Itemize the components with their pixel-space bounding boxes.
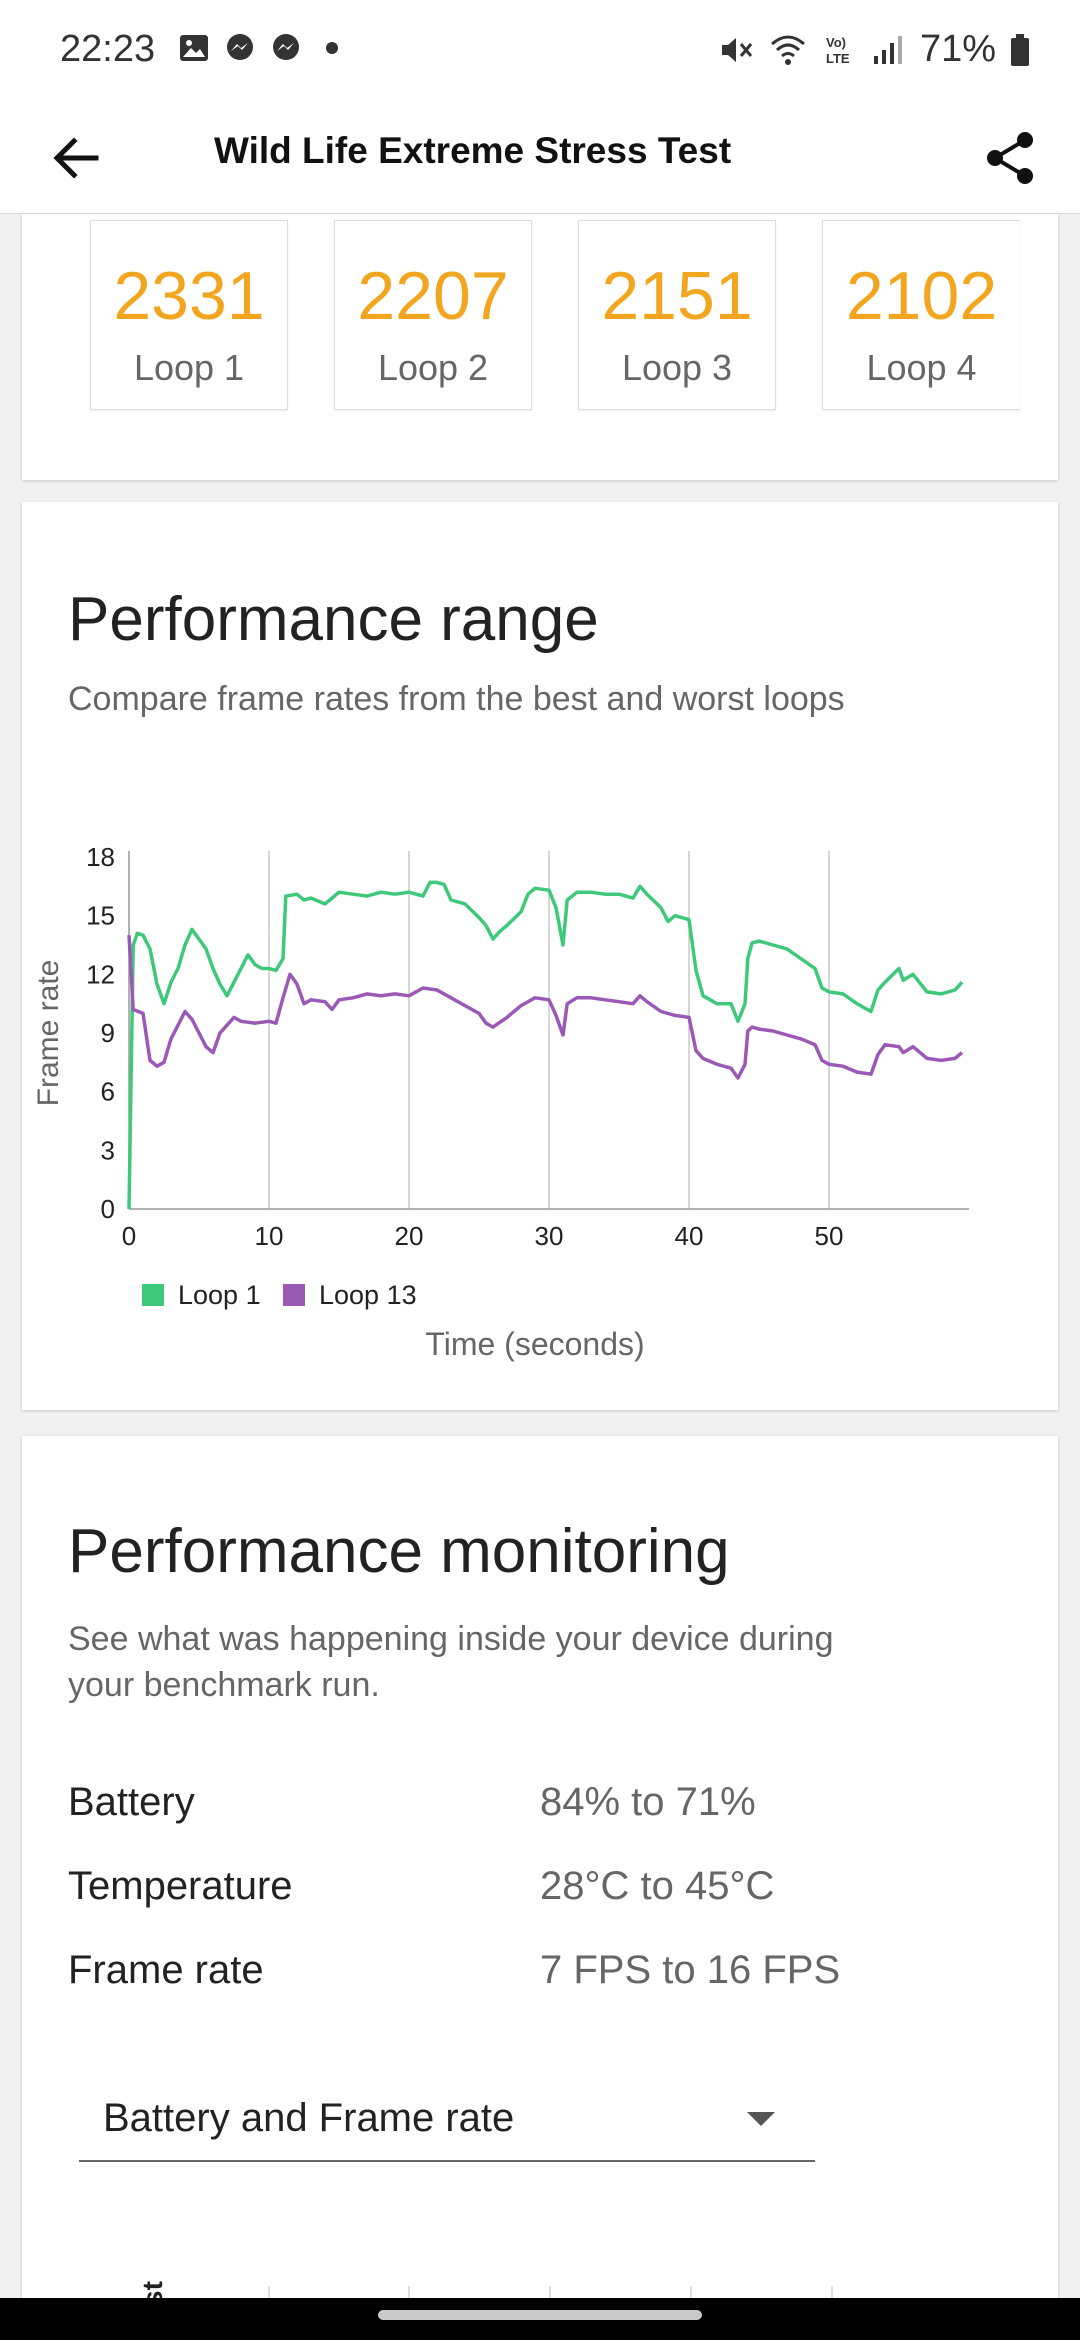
wifi-icon xyxy=(770,35,805,65)
series-line-loop-13 xyxy=(127,935,964,1080)
loop-label: Loop 1 xyxy=(133,347,245,388)
app-bar: Wild Life Extreme Stress Test xyxy=(0,100,1080,214)
status-time: 22:23 xyxy=(60,28,156,70)
section-subtitle: Compare frame rates from the best and wo… xyxy=(68,680,845,718)
frame-rate-value: 7 FPS to 16 FPS xyxy=(540,1948,841,1992)
y-tick-label: 3 xyxy=(101,1135,115,1165)
loop-score: 2151 xyxy=(601,258,753,334)
legend-label: Loop 1 xyxy=(178,1280,261,1310)
loop-score: 2331 xyxy=(113,258,265,334)
loop-label: Loop 3 xyxy=(621,347,733,388)
mute-icon xyxy=(721,37,753,62)
x-tick-label: 10 xyxy=(255,1221,284,1251)
dropdown-selected-value: Battery and Frame rate xyxy=(103,2096,515,2140)
loop-score-card[interactable]: 2102 Loop 4 xyxy=(822,220,1020,410)
loop-label: Loop 4 xyxy=(866,347,977,388)
loop-score: 2207 xyxy=(357,258,509,334)
section-title: Performance range xyxy=(68,585,599,654)
legend-swatch xyxy=(283,1284,305,1306)
x-tick-label: 20 xyxy=(395,1221,424,1251)
battery-percent: 71% xyxy=(919,28,996,70)
messenger-icon xyxy=(273,34,299,60)
section-subtitle-line: your benchmark run. xyxy=(68,1666,380,1704)
share-button[interactable] xyxy=(970,118,1050,198)
x-tick-label: 40 xyxy=(675,1221,704,1251)
y-tick-label: 18 xyxy=(86,842,115,872)
back-button[interactable] xyxy=(40,122,112,194)
system-icons: Vo) LTE 71% xyxy=(718,28,1030,71)
signal-icon xyxy=(873,35,902,64)
performance-range-card: Performance range Compare frame rates fr… xyxy=(22,502,1058,1410)
frame-rate-chart: 0 10 20 30 40 50 0 3 6 9 12 15 18 Frame rate Time (sec… xyxy=(32,842,969,1362)
gallery-icon xyxy=(180,35,208,61)
y-tick-label: 0 xyxy=(101,1194,115,1224)
loop-score: 2102 xyxy=(845,258,998,334)
notification-icons xyxy=(178,32,348,64)
share-icon xyxy=(987,132,1033,184)
x-tick-label: 30 xyxy=(535,1221,564,1251)
x-tick-label: 50 xyxy=(815,1221,844,1251)
section-title: Performance monitoring xyxy=(68,1517,730,1586)
svg-text:LTE: LTE xyxy=(826,51,850,66)
svg-text:Vo): Vo) xyxy=(826,35,846,50)
y-tick-label: 15 xyxy=(86,901,115,931)
monitoring-chart-partial: st xyxy=(137,2281,833,2340)
arrow-back-icon xyxy=(53,137,99,179)
series-line-loop-1 xyxy=(127,880,964,1210)
messenger-icon xyxy=(227,34,253,60)
temperature-label: Temperature xyxy=(68,1864,293,1908)
dot-icon xyxy=(326,42,338,54)
y-tick-label: 6 xyxy=(101,1077,115,1107)
navigation-bar xyxy=(0,2298,1080,2340)
battery-label: Battery xyxy=(68,1780,195,1824)
y-axis-label: Frame rate xyxy=(32,960,65,1107)
temperature-value: 28°C to 45°C xyxy=(540,1864,775,1908)
home-gesture-handle[interactable] xyxy=(378,2310,702,2320)
volte-icon: Vo)LTE xyxy=(826,35,850,66)
loop-score-card[interactable]: 2207 Loop 2 xyxy=(334,220,532,410)
frame-rate-label: Frame rate xyxy=(68,1948,264,1992)
x-axis-label: Time (seconds) xyxy=(425,1326,644,1362)
legend-label: Loop 13 xyxy=(319,1280,417,1310)
dropdown-arrow-icon xyxy=(747,2112,775,2126)
chart-type-dropdown[interactable]: Battery and Frame rate xyxy=(79,2076,815,2162)
page-title: Wild Life Extreme Stress Test xyxy=(214,130,732,171)
section-subtitle-line: See what was happening inside your devic… xyxy=(68,1620,834,1658)
y-tick-label: 9 xyxy=(101,1018,115,1048)
battery-icon xyxy=(1011,33,1029,66)
legend-swatch xyxy=(142,1284,164,1306)
loop-scores-card: 2331 Loop 1 2207 Loop 2 2151 Loop 3 2102… xyxy=(22,214,1058,480)
loop-label: Loop 2 xyxy=(377,347,489,388)
loop-score-card[interactable]: 2151 Loop 3 xyxy=(578,220,776,410)
loop-score-card[interactable]: 2331 Loop 1 xyxy=(90,220,288,410)
performance-monitoring-card: Performance monitoring See what was happ… xyxy=(22,1436,1058,2340)
x-tick-label: 0 xyxy=(122,1221,136,1251)
status-bar: 22:23 Vo) LTE 71% xyxy=(0,0,1080,100)
y-tick-label: 12 xyxy=(86,959,115,989)
battery-value: 84% to 71% xyxy=(540,1780,756,1824)
